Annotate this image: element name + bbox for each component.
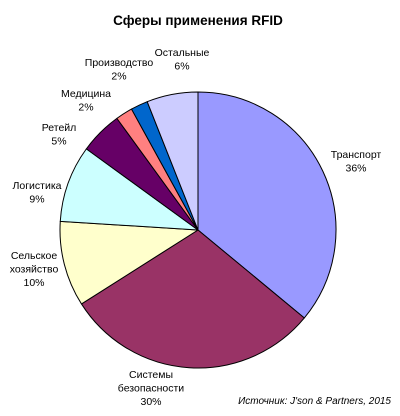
slice-label-line: 5%	[51, 136, 66, 148]
slice-label-logistics: Логистика 9%	[12, 180, 61, 206]
slice-label-line: Логистика	[12, 180, 61, 192]
pie-slice-agriculture	[59, 220, 199, 305]
pie-slice-transport	[197, 91, 337, 319]
slice-label-line: 9%	[29, 194, 44, 206]
slice-label-production: Производство 2%	[85, 57, 154, 83]
slice-label-transport: Транспорт 36%	[331, 149, 382, 175]
pie-slices	[59, 91, 337, 369]
slice-label-security: Системы безопасности 30%	[118, 369, 185, 408]
slice-label-line: Сельское	[11, 250, 57, 262]
pie-slice-other	[146, 91, 199, 231]
slice-label-retail: Ретейл 5%	[42, 122, 77, 148]
slice-label-line: 30%	[140, 396, 161, 408]
pie-slice-security	[80, 229, 305, 369]
slice-label-line: 6%	[174, 61, 189, 73]
slice-label-line: 2%	[111, 71, 126, 83]
slice-label-line: Производство	[85, 57, 154, 69]
slice-label-line: 2%	[78, 102, 93, 114]
source-note: Источник: J'son & Partners, 2015	[238, 396, 391, 407]
slice-label-line: 36%	[345, 163, 366, 175]
slice-label-line: хозяйство	[10, 264, 59, 276]
slice-label-line: безопасности	[118, 383, 185, 395]
slice-label-line: 10%	[23, 277, 44, 289]
slice-label-medicine: Медицина 2%	[61, 88, 111, 114]
slice-label-line: Ретейл	[42, 122, 77, 134]
slice-label-line: Транспорт	[331, 149, 382, 161]
slice-label-line: Остальные	[155, 47, 210, 59]
pie-labels: Транспорт 36% Системы безопасности 30% Сельск…	[10, 47, 382, 408]
chart-title: Сферы применения RFID	[113, 13, 283, 28]
slice-label-agriculture: Сельское хозяйство 10%	[10, 250, 59, 289]
slice-label-line: Медицина	[61, 88, 111, 100]
slice-label-other: Остальные 6%	[155, 47, 210, 73]
slice-label-line: Системы	[129, 369, 173, 381]
